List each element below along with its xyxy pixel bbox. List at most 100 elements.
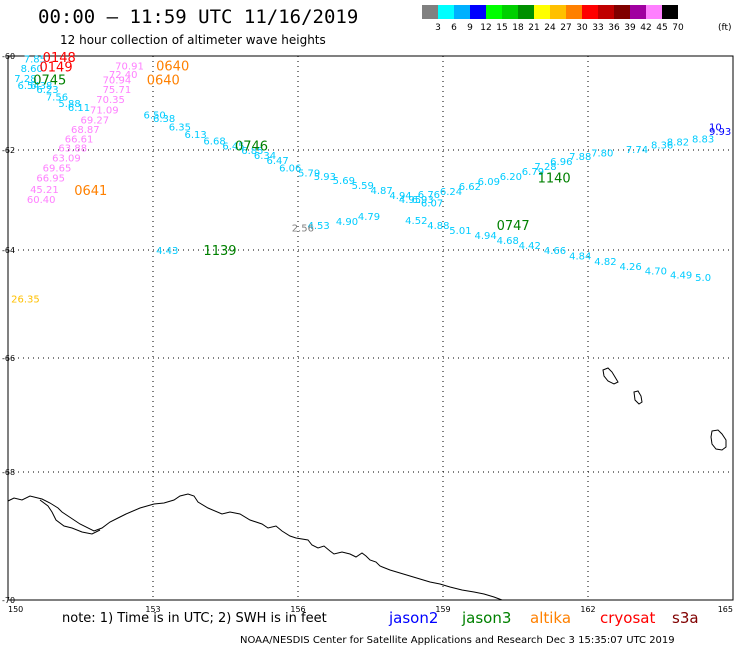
wave-height-value: 5.88 bbox=[58, 99, 80, 110]
wave-height-value: 6.13 bbox=[185, 130, 207, 141]
wave-height-value: 6.06 bbox=[279, 164, 301, 175]
legend-jason2: jason2 bbox=[389, 609, 439, 627]
latitude-tick-label: -64 bbox=[2, 246, 15, 255]
color-scale-label: 24 bbox=[544, 23, 556, 33]
wave-height-value: 4.43 bbox=[156, 246, 178, 257]
wave-height-value: 7.80 bbox=[591, 149, 613, 160]
legend-altika: altika bbox=[530, 609, 572, 627]
wave-height-value: 6.68 bbox=[203, 137, 225, 148]
wave-height-value: 5.93 bbox=[314, 172, 336, 183]
wave-height-value: 4.90 bbox=[336, 217, 358, 228]
longitude-tick-label: 165 bbox=[718, 605, 733, 614]
wave-height-value: 4.68 bbox=[497, 236, 519, 247]
color-swatch bbox=[550, 5, 566, 19]
wave-height-value: 70.35 bbox=[96, 95, 125, 106]
legend-cryosat: cryosat bbox=[600, 609, 656, 627]
map-subtitle: 12 hour collection of altimeter wave hei… bbox=[60, 33, 326, 47]
wave-height-value: 4.49 bbox=[670, 270, 692, 281]
latitude-tick-label: -60 bbox=[2, 52, 15, 61]
color-swatch bbox=[422, 5, 438, 19]
wave-height-value: 7.74 bbox=[626, 145, 648, 156]
color-scale-label: 33 bbox=[592, 23, 604, 33]
wave-height-value: 63.09 bbox=[52, 154, 81, 165]
wave-height-value: 6.38 bbox=[153, 114, 175, 125]
color-scale-label: 12 bbox=[480, 23, 492, 33]
wave-height-value: 4.70 bbox=[645, 267, 667, 278]
color-swatch bbox=[646, 5, 662, 19]
color-scale-label: 15 bbox=[496, 23, 508, 33]
wave-height-value: 6.47 bbox=[266, 156, 288, 167]
wave-height-value: 4.52 bbox=[405, 216, 427, 227]
color-scale-label: 70 bbox=[672, 23, 684, 33]
wave-height-value: 6.93 bbox=[411, 195, 433, 206]
pass-time-label: 0640 bbox=[147, 74, 180, 89]
pass-time-label: 0747 bbox=[497, 219, 530, 234]
pass-time-label: 1139 bbox=[203, 244, 236, 259]
color-swatch bbox=[454, 5, 470, 19]
color-swatch bbox=[598, 5, 614, 19]
wave-height-value: 6.20 bbox=[500, 172, 522, 183]
map-frame bbox=[7, 55, 734, 601]
lat-lon-grid bbox=[8, 56, 733, 600]
longitude-tick-label: 153 bbox=[145, 605, 160, 614]
wave-height-value: 7.85 bbox=[24, 54, 46, 65]
wave-height-value: 5.79 bbox=[298, 169, 320, 180]
island-3 bbox=[710, 429, 727, 451]
wave-height-value: 4.94 bbox=[475, 231, 497, 242]
pass-time-label: 1140 bbox=[538, 172, 571, 187]
wave-height-value: 4.82 bbox=[594, 257, 616, 268]
wave-height-value: 6.85 bbox=[241, 146, 263, 157]
legend-jason3: jason3 bbox=[462, 609, 512, 627]
wave-height-value: 70.91 bbox=[115, 61, 144, 72]
legend-s3a: s3a bbox=[672, 609, 699, 627]
wave-height-value: 63.88 bbox=[58, 144, 87, 155]
wave-height-value: 2.56 bbox=[292, 224, 314, 235]
latitude-tick-label: -68 bbox=[2, 468, 15, 477]
color-scale-label: 36 bbox=[608, 23, 620, 33]
wave-height-value: 66.95 bbox=[36, 174, 65, 185]
longitude-tick-label: 150 bbox=[8, 605, 23, 614]
wave-height-value: 4.53 bbox=[307, 221, 329, 232]
wave-height-value: 26.35 bbox=[11, 295, 40, 306]
color-swatch bbox=[534, 5, 550, 19]
latitude-tick-label: -66 bbox=[2, 354, 15, 363]
wave-height-value: 9.93 bbox=[709, 127, 731, 138]
wave-height-value: 6.34 bbox=[254, 151, 276, 162]
wave-height-value: 69.65 bbox=[43, 164, 72, 175]
color-swatch bbox=[566, 5, 582, 19]
color-scale-label: 6 bbox=[451, 23, 457, 33]
color-swatch bbox=[438, 5, 454, 19]
footnote: note: 1) Time is in UTC; 2) SWH is in fe… bbox=[62, 611, 327, 626]
color-scale-label: 30 bbox=[576, 23, 588, 33]
wave-height-value: 66.61 bbox=[65, 134, 94, 145]
color-swatch bbox=[662, 5, 678, 19]
color-swatch bbox=[518, 5, 534, 19]
color-scale-label: 18 bbox=[512, 23, 524, 33]
wave-height-value: 6.79 bbox=[522, 167, 544, 178]
wave-height-value: 60.40 bbox=[27, 195, 56, 206]
wave-height-value: 8.83 bbox=[692, 135, 714, 146]
credit-line: NOAA/NESDIS Center for Satellite Applica… bbox=[240, 635, 675, 646]
wave-height-value: 5.0 bbox=[695, 273, 711, 284]
color-scale-label: 3 bbox=[435, 23, 441, 33]
measurement-labels: 7.858.607.286.546.386.237.565.886.116.50… bbox=[11, 54, 731, 305]
wave-height-value: 8.60 bbox=[21, 64, 43, 75]
pass-time-label: 0641 bbox=[74, 184, 107, 199]
pass-time-label: 0640 bbox=[156, 59, 189, 74]
wave-height-value: 6.35 bbox=[169, 123, 191, 134]
wave-height-value: 6.50 bbox=[144, 110, 166, 121]
wave-height-value: 4.95 bbox=[399, 195, 421, 206]
longitude-tick-label: 162 bbox=[580, 605, 595, 614]
color-swatch bbox=[502, 5, 518, 19]
wave-height-value: 4.26 bbox=[620, 262, 642, 273]
color-swatch bbox=[630, 5, 646, 19]
wave-height-value: 7.88 bbox=[569, 152, 591, 163]
island-1 bbox=[602, 367, 619, 385]
wave-height-value: 6.45 bbox=[222, 141, 244, 152]
color-swatch bbox=[614, 5, 630, 19]
wave-height-value: 8.36 bbox=[651, 140, 673, 151]
antarctic-coastline bbox=[7, 493, 503, 601]
wave-height-value: 6.23 bbox=[36, 85, 58, 96]
color-scale-label: 45 bbox=[656, 23, 668, 33]
